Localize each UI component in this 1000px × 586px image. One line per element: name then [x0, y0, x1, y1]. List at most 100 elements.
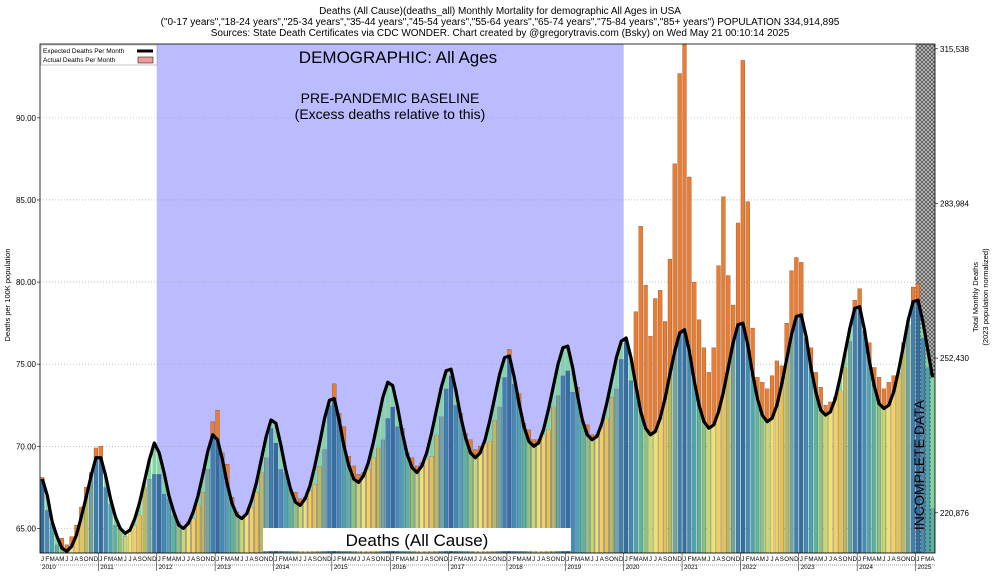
bar-below-expected: [556, 364, 560, 396]
x-month-label: N: [731, 556, 735, 563]
bar-excess: [638, 226, 643, 412]
bar-actual: [161, 493, 167, 554]
x-month-label: J: [420, 556, 423, 563]
x-month-label: M: [925, 556, 930, 563]
x-month-label: J: [357, 556, 360, 563]
x-month-label: M: [351, 556, 356, 563]
bar-excess: [857, 288, 862, 307]
x-month-label: J: [532, 556, 535, 563]
bar-excess: [658, 290, 663, 419]
bar-actual: [872, 385, 877, 554]
x-month-label: N: [614, 556, 618, 563]
x-month-label: J: [508, 556, 511, 563]
x-month-label: A: [775, 556, 780, 563]
x-year-label: 2011: [100, 564, 114, 571]
bar-actual: [638, 411, 643, 554]
bar-actual: [808, 367, 814, 554]
x-month-label: J: [537, 556, 540, 563]
x-month-label: F: [804, 556, 808, 563]
bar-actual: [818, 410, 823, 554]
bar-excess: [745, 201, 750, 345]
x-month-label: J: [187, 556, 190, 563]
x-month-label: S: [371, 556, 375, 563]
bar-actual: [181, 528, 186, 554]
bar-actual: [507, 355, 512, 554]
x-month-label: D: [619, 556, 624, 563]
x-year-label: 2013: [217, 564, 231, 571]
bar-actual: [745, 344, 750, 554]
bar-actual: [877, 403, 882, 554]
x-month-label: J: [158, 556, 161, 563]
x-month-label: J: [182, 556, 185, 563]
x-month-label: J: [591, 556, 594, 563]
x-year-label: 2017: [451, 564, 465, 571]
x-month-label: O: [376, 556, 381, 563]
bar-actual: [93, 457, 98, 554]
x-month-label: A: [425, 556, 430, 563]
x-month-label: J: [800, 556, 803, 563]
x-month-label: J: [362, 556, 365, 563]
x-month-label: A: [833, 556, 838, 563]
x-month-label: A: [405, 556, 410, 563]
bar-excess: [799, 262, 804, 316]
bar-below-expected: [614, 357, 619, 389]
bar-below-expected: [152, 442, 157, 475]
bar-actual: [244, 513, 249, 554]
bar-actual: [643, 428, 648, 554]
x-year-label: 2018: [509, 564, 523, 571]
x-month-label: F: [104, 556, 108, 563]
bar-actual: [842, 367, 848, 554]
x-month-label: J: [683, 556, 686, 563]
x-month-label: M: [701, 556, 706, 563]
bar-below-expected: [439, 387, 444, 417]
x-month-label: S: [254, 556, 258, 563]
x-month-label: O: [901, 556, 906, 563]
x-month-label: O: [434, 556, 439, 563]
x-month-label: D: [210, 556, 215, 563]
bar-excess: [794, 257, 799, 317]
bar-below-expected: [137, 502, 142, 516]
x-month-label: O: [726, 556, 731, 563]
x-month-label: J: [824, 556, 827, 563]
x-month-label: M: [341, 556, 346, 563]
x-year-label: 2012: [159, 564, 173, 571]
bar-actual: [502, 377, 507, 554]
bar-below-expected: [123, 533, 128, 537]
y-tick-label: 80.00: [16, 278, 37, 287]
bar-excess: [215, 410, 220, 440]
bar-excess: [711, 347, 716, 426]
x-year-label: 2015: [334, 564, 348, 571]
bar-actual: [672, 350, 677, 554]
x-month-label: D: [152, 556, 157, 563]
bar-actual: [191, 518, 196, 554]
x-year-label: 2021: [684, 564, 698, 571]
x-month-label: A: [658, 556, 663, 563]
bar-actual: [891, 391, 896, 554]
bar-below-expected: [619, 341, 624, 360]
bar-actual: [823, 414, 828, 554]
bar-actual: [847, 341, 852, 554]
incomplete-region: [915, 44, 935, 553]
bar-actual: [137, 515, 142, 554]
bar-actual: [604, 418, 609, 554]
chart-subtitle: ("0-17 years","18-24 years","25-34 years…: [160, 17, 840, 28]
x-month-label: F: [921, 556, 925, 563]
bar-below-expected: [205, 451, 210, 470]
bar-below-expected: [273, 423, 278, 443]
x-month-label: F: [45, 556, 49, 563]
bar-actual: [833, 398, 838, 554]
x-month-label: S: [721, 556, 725, 563]
x-month-label: A: [133, 556, 138, 563]
x-month-label: A: [755, 556, 760, 563]
x-month-label: J: [274, 556, 277, 563]
legend-actual-label: Actual Deaths Per Month: [43, 57, 116, 64]
bar-actual: [580, 419, 585, 554]
x-month-label: J: [649, 556, 652, 563]
x-month-label: A: [172, 556, 177, 563]
x-month-label: M: [225, 556, 230, 563]
x-month-label: J: [391, 556, 394, 563]
x-month-label: N: [439, 556, 443, 563]
incomplete-data-label: INCOMPLETE DATA: [911, 399, 927, 530]
x-month-label: J: [216, 556, 219, 563]
x-month-label: M: [585, 556, 590, 563]
